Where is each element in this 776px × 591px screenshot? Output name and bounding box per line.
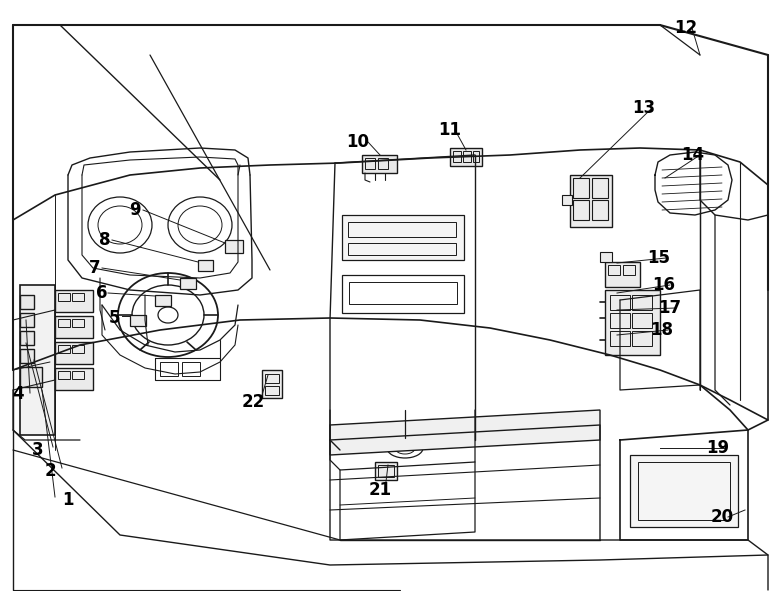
Bar — [72, 371, 84, 379]
Bar — [610, 295, 630, 310]
Bar — [600, 252, 612, 262]
Bar — [573, 200, 589, 220]
Text: 22: 22 — [241, 393, 265, 411]
Bar — [473, 151, 479, 162]
Bar — [58, 371, 70, 379]
Bar — [632, 331, 652, 346]
Bar — [58, 345, 70, 353]
Text: 20: 20 — [711, 508, 733, 526]
Text: 15: 15 — [647, 249, 670, 267]
Bar — [450, 148, 482, 166]
Text: 2: 2 — [44, 462, 56, 480]
Bar — [265, 374, 279, 383]
Bar — [55, 290, 93, 312]
Bar — [55, 368, 93, 390]
Bar — [570, 175, 612, 227]
Bar — [20, 367, 42, 387]
Text: 1: 1 — [62, 491, 74, 509]
Bar — [225, 240, 243, 253]
Text: 21: 21 — [369, 481, 392, 499]
Bar — [608, 265, 620, 275]
Text: 17: 17 — [659, 299, 681, 317]
Bar — [55, 316, 93, 338]
Bar — [453, 151, 461, 162]
Text: 7: 7 — [89, 259, 101, 277]
Text: 4: 4 — [12, 385, 24, 403]
Text: 11: 11 — [438, 121, 462, 139]
Bar — [160, 362, 178, 376]
Text: 3: 3 — [32, 441, 43, 459]
Bar — [58, 293, 70, 301]
Bar — [632, 313, 652, 328]
Text: 19: 19 — [706, 439, 729, 457]
Bar — [342, 215, 464, 260]
Bar — [58, 319, 70, 327]
Bar — [592, 178, 608, 198]
Bar — [348, 243, 456, 255]
Bar — [638, 462, 730, 520]
Bar — [362, 155, 397, 173]
Text: 5: 5 — [109, 309, 121, 327]
Bar — [378, 465, 394, 477]
Bar — [630, 455, 738, 527]
Bar — [342, 275, 464, 313]
Bar — [592, 200, 608, 220]
Bar — [632, 295, 652, 310]
Bar — [562, 195, 572, 205]
Text: 8: 8 — [99, 231, 111, 249]
Bar — [198, 260, 213, 271]
Text: 12: 12 — [674, 19, 698, 37]
Bar — [72, 319, 84, 327]
Text: 16: 16 — [653, 276, 675, 294]
Bar — [72, 293, 84, 301]
Bar — [180, 278, 196, 289]
Bar — [375, 462, 397, 480]
Bar — [573, 178, 589, 198]
Text: 10: 10 — [347, 133, 369, 151]
Text: 9: 9 — [129, 201, 140, 219]
Bar — [262, 370, 282, 398]
Polygon shape — [20, 285, 55, 435]
Bar — [378, 158, 388, 169]
Bar — [349, 282, 457, 304]
Polygon shape — [330, 410, 600, 455]
Bar — [55, 342, 93, 364]
Bar — [610, 331, 630, 346]
Bar — [605, 262, 640, 287]
Bar — [20, 313, 34, 327]
Bar — [72, 345, 84, 353]
Bar — [610, 313, 630, 328]
Bar — [20, 331, 34, 345]
Bar — [365, 158, 375, 169]
Bar — [265, 386, 279, 395]
Text: 14: 14 — [681, 146, 705, 164]
Bar — [623, 265, 635, 275]
Bar — [605, 290, 660, 355]
Bar — [130, 315, 146, 326]
Bar — [155, 295, 171, 306]
Bar — [348, 222, 456, 237]
Text: 6: 6 — [96, 284, 108, 302]
Bar — [20, 349, 34, 363]
Text: 13: 13 — [632, 99, 656, 117]
Bar — [463, 151, 471, 162]
Text: 18: 18 — [650, 321, 674, 339]
Bar — [182, 362, 200, 376]
Bar — [20, 295, 34, 309]
